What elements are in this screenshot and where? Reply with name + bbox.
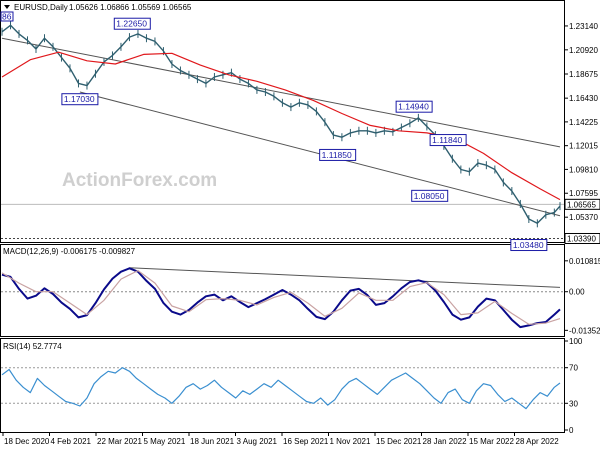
price-series-moving-average — [1, 51, 561, 201]
price-panel-title: EURUSD,Daily — [14, 3, 68, 12]
macd-panel-title: MACD(12,26,9) -0.006175 -0.009827 — [3, 247, 136, 256]
date-tick-label: 15 Dec 2021 — [376, 437, 422, 446]
date-tick-label: 16 Sep 2021 — [283, 437, 329, 446]
price-annotation-label: 1.11850 — [322, 150, 352, 160]
rsi-panel-title: RSI(14) 52.7774 — [3, 342, 62, 351]
macd-panel: 0.010815 0.00 -0.01352 — [1, 257, 600, 335]
price-annotation-box — [510, 239, 548, 252]
price-ytick-label: 1.18675 — [569, 70, 598, 79]
date-tick-label: 28 Apr 2022 — [516, 437, 560, 446]
price-annotation-box — [411, 189, 449, 202]
last-price-tag: 1.06565 — [567, 200, 596, 209]
date-tick-label: 22 Mar 2021 — [97, 437, 142, 446]
price-annotation-box — [429, 134, 467, 147]
price-annotation-label: 1.17030 — [64, 94, 95, 104]
rsi-ytick-label: 70 — [569, 364, 578, 373]
price-ytick-label: 1.20920 — [569, 46, 598, 55]
price-ytick-label: 1.12015 — [569, 142, 598, 151]
rsi-ytick-label: 30 — [569, 399, 578, 408]
price-annotation-label: 1.11840 — [432, 135, 462, 145]
date-axis: 18 Dec 2020 4 Feb 2021 22 Mar 2021 5 May 20… — [2, 433, 560, 446]
date-tick-label: 18 Dec 2020 — [4, 437, 50, 446]
rsi-ytick-label: 100 — [569, 337, 583, 346]
ref-price-tag-box — [564, 232, 600, 244]
rsi-panel: 100 70 30 0 — [1, 337, 583, 435]
date-tick-label: 1 Nov 2021 — [330, 437, 371, 446]
date-tick-label: 3 Aug 2021 — [237, 437, 278, 446]
date-tick-label: 5 May 2021 — [144, 437, 186, 446]
macd-series-macd — [1, 267, 561, 329]
price-annotation-label: 1.14940 — [398, 102, 429, 112]
price-ytick-label: 1.16430 — [569, 94, 598, 103]
date-tick-label: 4 Feb 2021 — [51, 437, 92, 446]
macd-ytick-label: 0.00 — [569, 288, 585, 297]
price-panel: 1.23140 1.20920 1.18675 1.16430 1.14225 1.120… — [0, 5, 600, 252]
price-annotation-box — [319, 148, 357, 161]
macd-trendline-1 — [129, 267, 561, 288]
last-price-tag-box — [564, 198, 600, 210]
macd-ytick-label: -0.01352 — [569, 326, 600, 335]
price-ytick-label: 1.23140 — [569, 22, 598, 31]
price-panel-frame — [0, 0, 565, 243]
macd-ytick-label: 0.010815 — [569, 257, 600, 266]
price-annotation-label: 1.08050 — [414, 191, 445, 201]
price-trendline-1 — [1, 37, 561, 148]
price-annotation-box — [61, 93, 99, 106]
top-left-tag-box — [0, 11, 14, 22]
price-annotation-label: 1.03480 — [513, 240, 544, 250]
price-ytick-label: 1.07595 — [569, 189, 598, 198]
date-tick-label: 18 Jun 2021 — [190, 437, 235, 446]
date-tick-label: 28 Jan 2022 — [423, 437, 468, 446]
top-left-tag: 86 — [2, 12, 12, 22]
price-ytick-label: 1.05370 — [569, 213, 598, 222]
title-dropdown-icon — [4, 5, 10, 9]
date-tick-label: 15 Mar 2022 — [469, 437, 514, 446]
price-ytick-label: 1.09810 — [569, 165, 598, 174]
price-ytick-label: 1.14225 — [569, 118, 598, 127]
price-annotation-label: 1.22650 — [116, 19, 147, 29]
rsi-series-rsi — [1, 367, 561, 410]
rsi-panel-frame — [0, 338, 565, 433]
rsi-ytick-label: 0 — [569, 426, 574, 435]
price-annotation-box — [113, 17, 151, 30]
ref-price-tag: 1.03390 — [567, 234, 596, 243]
watermark: ActionForex.com — [62, 170, 217, 191]
price-annotation-box — [395, 100, 433, 113]
price-ohlc-header: 1.05626 1.06866 1.05569 1.06565 — [69, 3, 192, 12]
macd-series-signal — [1, 270, 561, 325]
